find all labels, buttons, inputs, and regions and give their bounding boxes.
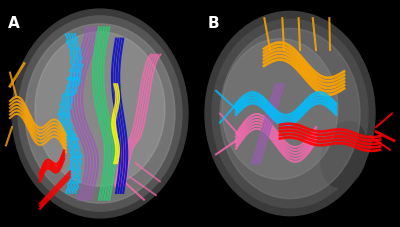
Ellipse shape xyxy=(25,24,175,203)
Ellipse shape xyxy=(321,121,367,188)
Ellipse shape xyxy=(35,32,165,186)
Ellipse shape xyxy=(222,39,338,179)
Text: A: A xyxy=(8,16,20,31)
Text: B: B xyxy=(208,16,220,31)
Ellipse shape xyxy=(12,9,188,218)
Ellipse shape xyxy=(212,19,368,208)
Ellipse shape xyxy=(220,28,360,199)
Ellipse shape xyxy=(205,11,375,216)
Ellipse shape xyxy=(18,16,182,211)
